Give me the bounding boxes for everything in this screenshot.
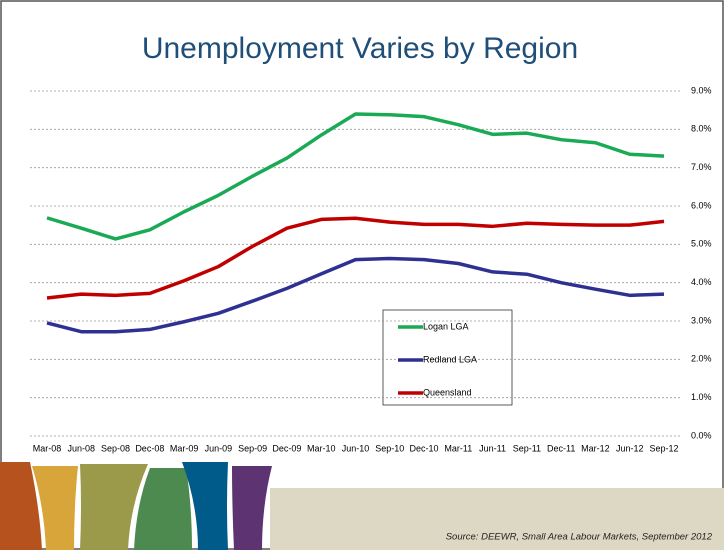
x-tick-label: Jun-08 [68,443,96,453]
series-line [46,256,665,334]
y-tick-label: 8.0% [691,124,712,134]
x-tick-label: Sep-09 [238,443,267,453]
y-tick-label: 9.0% [691,85,712,95]
x-tick-label: Dec-10 [410,443,439,453]
series-line [46,216,665,300]
y-tick-label: 5.0% [691,239,712,249]
legend-label: Redland LGA [423,354,477,364]
legend-label: Logan LGA [423,321,469,331]
x-tick-label: Mar-11 [444,443,472,453]
x-tick-label: Sep-11 [513,443,541,453]
legend-label: Queensland [423,387,472,397]
y-tick-label: 6.0% [691,200,712,210]
x-tick-label: Sep-08 [101,443,130,453]
y-tick-label: 4.0% [691,277,712,287]
x-tick-label: Jun-09 [205,443,233,453]
source-note: Source: DEEWR, Small Area Labour Markets… [446,532,713,543]
x-tick-label: Sep-10 [375,443,404,453]
x-tick-label: Dec-11 [547,443,575,453]
y-tick-label: 1.0% [691,392,712,402]
x-tick-label: Dec-08 [135,443,164,453]
y-tick-label: 3.0% [691,315,712,325]
x-tick-label: Dec-09 [272,443,301,453]
x-tick-label: Jun-10 [342,443,370,453]
x-tick-label: Mar-09 [170,443,199,453]
x-tick-label: Mar-08 [33,443,62,453]
x-tick-label: Jun-12 [616,443,644,453]
y-tick-label: 0.0% [691,430,712,440]
y-tick-label: 2.0% [691,354,712,364]
series-line [46,112,665,241]
decoration [0,462,724,550]
x-tick-label: Mar-12 [581,443,610,453]
x-tick-label: Sep-12 [649,443,678,453]
chart-title: Unemployment Varies by Region [142,32,578,65]
x-tick-label: Jun-11 [479,443,506,453]
y-tick-label: 7.0% [691,162,712,172]
x-tick-label: Mar-10 [307,443,336,453]
